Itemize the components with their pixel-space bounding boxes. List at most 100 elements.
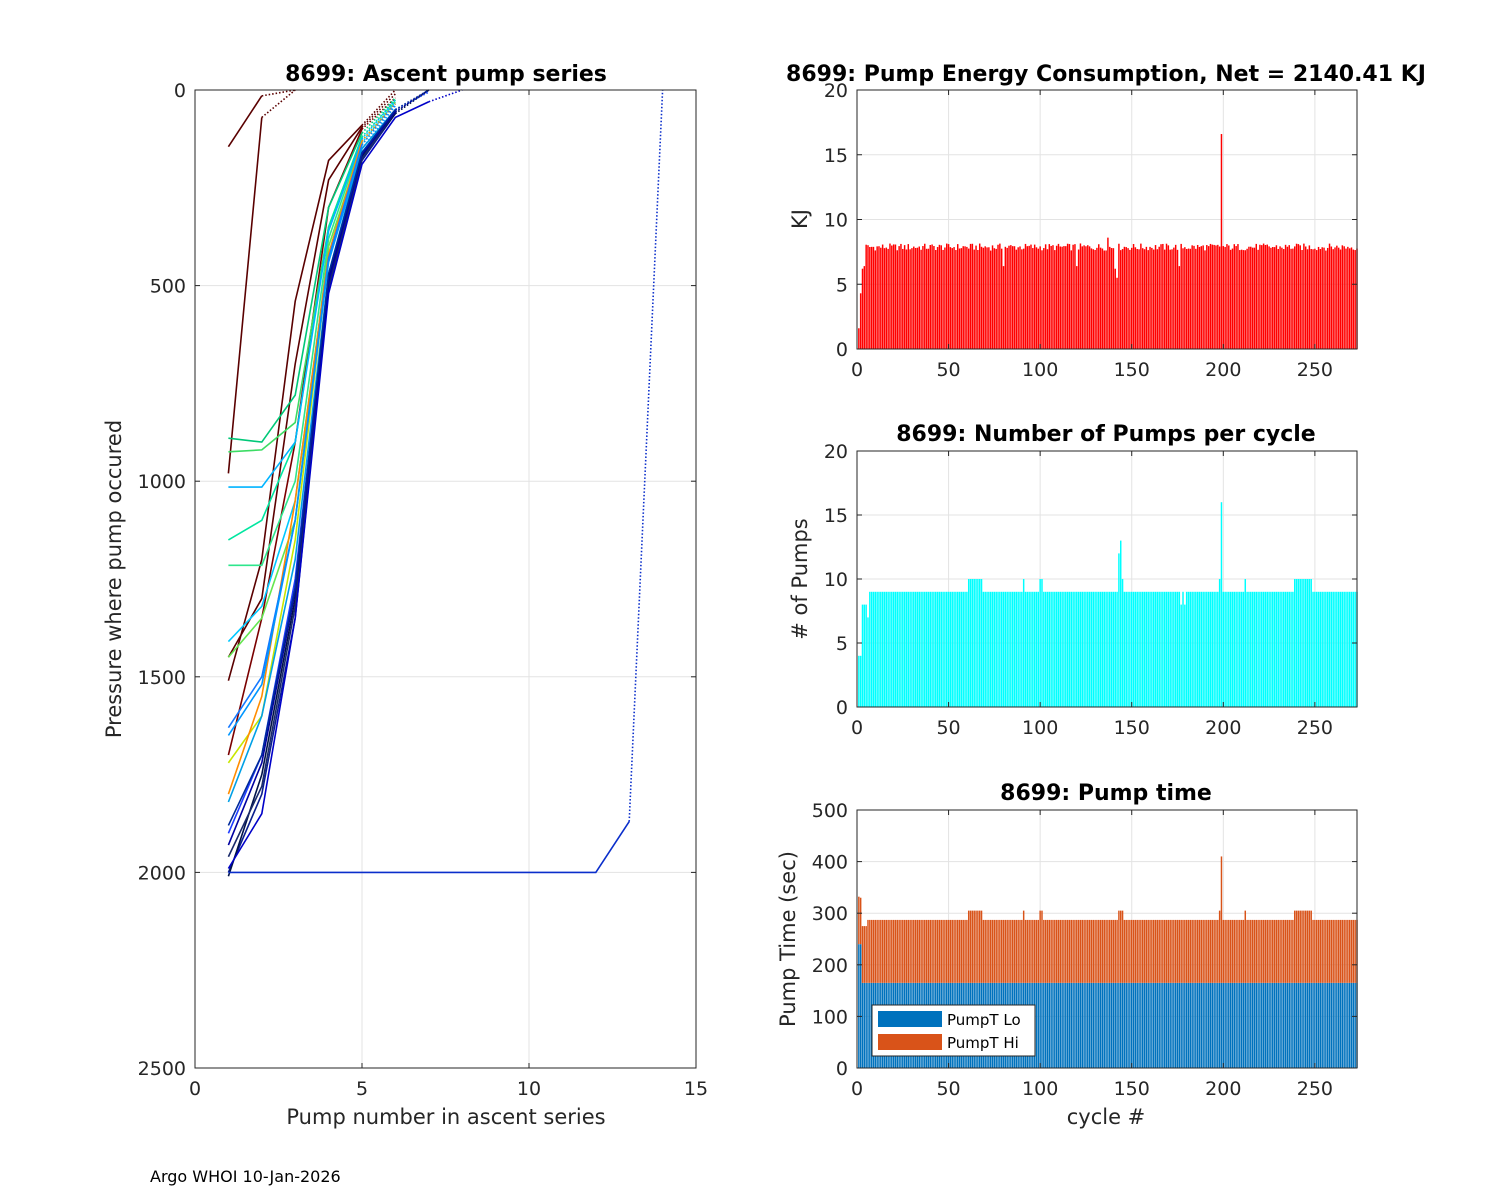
pumptime-bar-hi [1184,919,1186,983]
energy-bar [1251,247,1254,349]
energy-bar [1147,250,1149,349]
pumptime-bar-hi [896,919,899,983]
pumptime-bar-hi [1004,919,1007,983]
npumps-bar [1054,591,1056,707]
pumptime-bar-hi [925,919,928,983]
energy-bar [1099,247,1102,349]
energy-bar [1242,250,1245,349]
energy-bar [1019,246,1021,349]
pumptime-bar-hi [867,919,869,983]
npumps-bar [953,591,955,707]
pumptime-bar-lo [1345,982,1347,1068]
pumptime-bar-hi [1076,919,1078,983]
pumptime-bar-lo [1218,982,1221,1068]
pumptime-bar-lo [1261,982,1263,1068]
energy-bar [1301,250,1303,349]
pumptime-bar-hi [1301,910,1303,983]
npumps-bar [1231,591,1234,707]
pumptime-bar-lo [1083,982,1085,1068]
npumps-bar [1314,591,1316,707]
pumptime-bar-hi [966,919,968,983]
pumptime-bar-hi [1138,919,1140,983]
ascent-series-group [227,89,664,877]
pumptime-bar-hi [1253,919,1256,983]
npumps-bar [859,655,862,707]
npumps-bar [1218,579,1221,707]
pumptime-bar-hi [949,919,952,983]
energy-bar [1217,244,1219,349]
pumptime-bar-hi [1174,919,1177,983]
pumptime-frame [856,809,1358,1069]
ascent-series-surface-segment [361,99,397,140]
npumps-bar [1187,591,1190,707]
npumps-bar [1348,591,1351,707]
energy-bar [1261,245,1263,349]
npumps-bar [1297,579,1300,707]
energy-bar [966,246,968,349]
pumptime-bar-hi [1303,910,1305,983]
pumptime-bar-hi [1035,919,1038,983]
pumptime-bar-hi [1293,910,1296,983]
pumptime-bar-lo [1189,982,1192,1068]
npumps-bar [1264,591,1267,707]
pumptime-bar-lo [1068,982,1071,1068]
energy-ytick-label: 10 [824,210,848,232]
npumps-bar [1339,591,1342,707]
pumptime-bar-hi [892,919,895,983]
energy-bar [1196,244,1199,349]
pumptime-ytick-label: 300 [812,903,848,925]
pumptime-bar-lo [1272,982,1274,1068]
energy-bar [896,250,899,349]
npumps-bar [1292,591,1294,707]
pumptime-bar-hi [1085,919,1087,983]
ascent-ytick-label: 0 [174,80,186,102]
pumptime-bar-lo [1156,982,1159,1068]
pumptime-bar-lo [1293,982,1296,1068]
pumptime-bar-lo [1081,982,1084,1068]
energy-bar [997,244,999,349]
npumps-bar [1301,579,1303,707]
npumps-bar [1046,591,1049,707]
energy-bar [1087,245,1089,349]
pumptime-bar-lo [1229,982,1232,1068]
pumptime-bar-hi [1224,919,1226,983]
pumptime-bar-lo [1239,982,1241,1068]
pumptime-bar-lo [1105,982,1107,1068]
npumps-bar [1011,591,1014,707]
npumps-bar [918,591,921,707]
pumptime-bar-lo [1180,982,1182,1068]
npumps-bar [1125,591,1127,707]
npumps-bar [958,591,961,707]
npumps-bar [1017,591,1019,707]
energy-bar [1017,247,1019,349]
energy-bar [1059,246,1062,349]
pumptime-bar-lo [1306,982,1309,1068]
pumptime-bar-lo [1101,982,1104,1068]
npumps-bar [1228,591,1230,707]
pumptime-bar-hi [984,919,986,983]
energy-ylabel: KJ [788,209,812,229]
energy-bar [891,245,893,349]
pumptime-bar-hi [995,919,997,983]
pumptime-bar-hi [929,919,931,983]
energy-bar [1350,247,1353,349]
pumptime-bar-hi [1055,919,1058,983]
energy-bar [865,244,867,349]
energy-bar [1297,244,1300,349]
pumptime-bar-hi [905,919,908,983]
ascent-series-surface-segment [395,91,430,111]
energy-bar [1152,249,1155,349]
npumps-bar [1207,591,1210,707]
npumps-bar [1010,591,1012,707]
energy-bar [869,246,871,349]
pumptime-bar-hi [1072,919,1074,983]
energy-xtick-label: 250 [1297,359,1333,381]
energy-bar [933,246,935,349]
npumps-bar [1242,591,1245,707]
pumptime-bar-hi [975,910,977,983]
pumptime-bar-lo [1110,982,1113,1068]
pumptime-bar-lo [1323,982,1325,1068]
npumps-bar [925,591,928,707]
pumptime-bar-hi [924,919,926,983]
npumps-bar [989,591,992,707]
